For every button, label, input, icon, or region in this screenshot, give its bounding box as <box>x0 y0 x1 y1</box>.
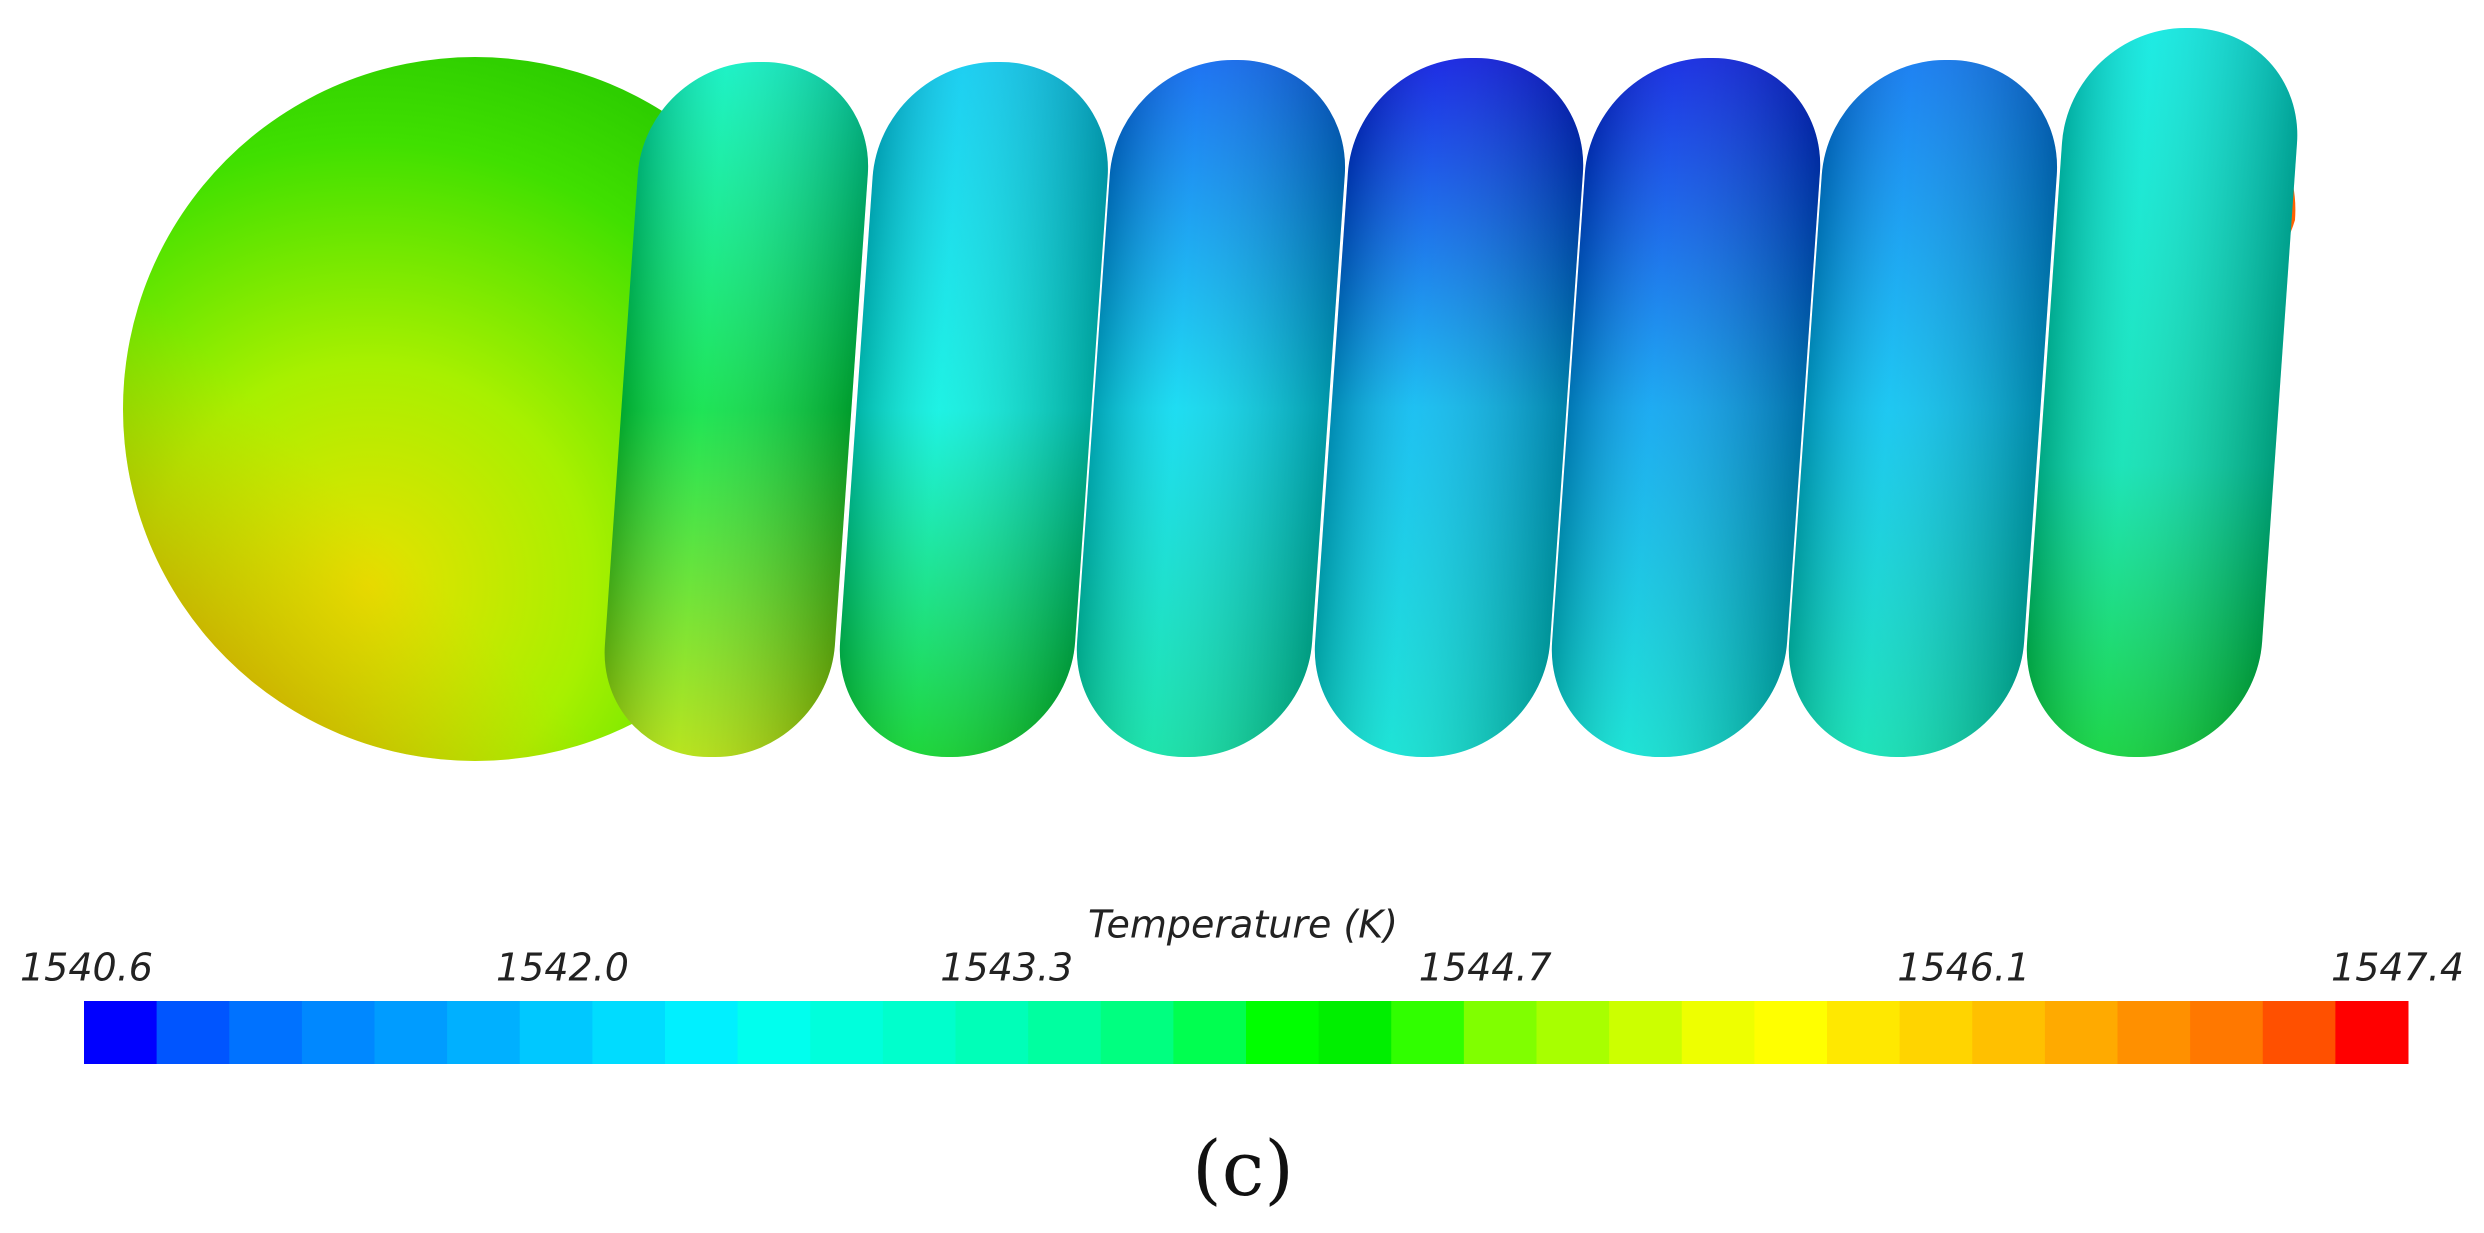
colorbar-segment <box>2262 1001 2336 1064</box>
colorbar-segment <box>1100 1001 1174 1064</box>
colorbar-segment <box>1972 1001 2046 1064</box>
coil-shade <box>1076 60 1346 757</box>
colorbar-segment <box>1681 1001 1755 1064</box>
colorbar-title: Temperature (K) <box>1088 903 1398 947</box>
colorbar-segment <box>229 1001 303 1064</box>
colorbar-segment <box>1754 1001 1828 1064</box>
colorbar-segment <box>592 1001 666 1064</box>
colorbar-segment <box>737 1001 811 1064</box>
coil-shade <box>1788 60 2058 757</box>
colorbar-segment <box>301 1001 375 1064</box>
colorbar-segment <box>2190 1001 2264 1064</box>
colorbar-segment <box>1899 1001 1973 1064</box>
colorbar-segment <box>84 1001 158 1064</box>
colorbar-segment <box>1827 1001 1901 1064</box>
colorbar-segment <box>1246 1001 1320 1064</box>
coil <box>604 28 2298 757</box>
colorbar-segment <box>955 1001 1029 1064</box>
coil-shade <box>1314 58 1584 757</box>
colorbar-segment <box>1173 1001 1247 1064</box>
colorbar-segment <box>447 1001 521 1064</box>
colorbar-segment <box>1609 1001 1683 1064</box>
colorbar-segment <box>1028 1001 1102 1064</box>
colorbar-tick-label: 1542.0 <box>496 946 629 990</box>
colorbar-tick-label: 1540.6 <box>20 946 153 990</box>
colorbar-segment <box>1391 1001 1465 1064</box>
colorbar-tick-label: 1546.1 <box>1897 946 2030 990</box>
colorbar-segment <box>2044 1001 2118 1064</box>
panel-label: (c) <box>1192 1124 1294 1213</box>
colorbar-segment <box>1463 1001 1537 1064</box>
colorbar-segment <box>665 1001 739 1064</box>
coil-shade <box>2026 28 2298 757</box>
colorbar-segment <box>2335 1001 2409 1064</box>
colorbar-tick-label: 1547.4 <box>2331 946 2464 990</box>
coil-shade <box>1551 58 1821 757</box>
colorbar-segment <box>1318 1001 1392 1064</box>
colorbar: 1540.6 1542.0 1543.3 1544.7 1546.1 1547.4 <box>20 946 2464 1064</box>
colorbar-segment <box>374 1001 448 1064</box>
coil-shade <box>839 62 1108 757</box>
colorbar-segment <box>156 1001 230 1064</box>
colorbar-segment <box>810 1001 884 1064</box>
colorbar-tick-label: 1544.7 <box>1419 946 1552 990</box>
colorbar-segment <box>1536 1001 1610 1064</box>
coil-shade <box>604 62 869 757</box>
colorbar-tick-label: 1543.3 <box>940 946 1073 990</box>
colorbar-segment <box>519 1001 593 1064</box>
colorbar-segment <box>2117 1001 2191 1064</box>
geometry <box>123 28 2298 761</box>
colorbar-segment <box>882 1001 956 1064</box>
